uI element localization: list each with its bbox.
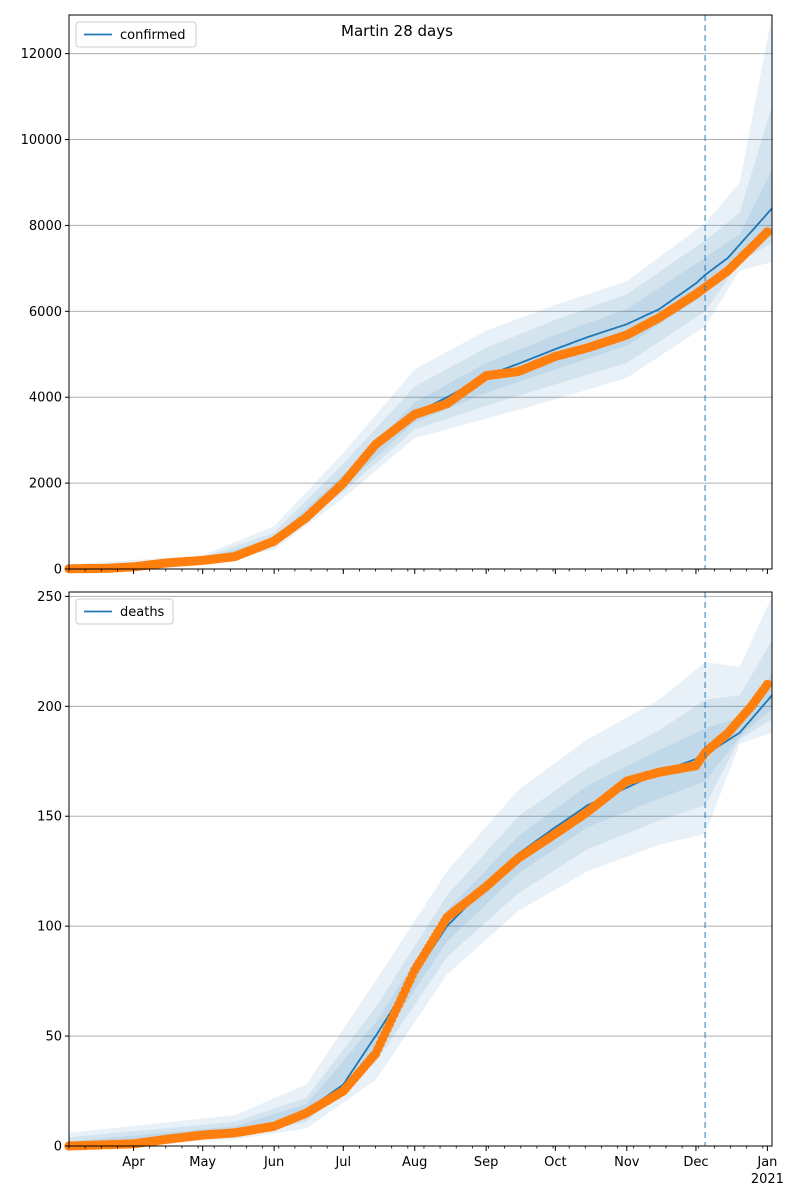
deaths-axes-frame <box>68 591 773 1147</box>
month-tick-label: Jan <box>756 1155 777 1170</box>
month-tick-label: Aug <box>402 1155 427 1170</box>
confirmed-ytick-label: 10000 <box>21 133 62 148</box>
confirmed-ytick-label: 4000 <box>29 391 62 406</box>
confirmed-ytick-label: 12000 <box>21 47 62 62</box>
month-tick-label: May <box>189 1155 216 1170</box>
deaths-legend-box <box>75 598 174 625</box>
confirmed-observed-point <box>762 227 773 237</box>
confirmed-legend-label: confirmed <box>120 28 186 43</box>
confirmed-panel: 0 2000 4000 6000 8000 10000 12000 confirmed <box>21 14 773 578</box>
deaths-ytick-label: 0 <box>54 1140 62 1155</box>
deaths-panel: 0 50 100 150 200 250 Apr May Jun Jul Aug Sep Oct Nov D… <box>37 590 784 1187</box>
confirmed-ytick-label: 2000 <box>29 477 62 492</box>
deaths-legend-label: deaths <box>120 605 165 620</box>
deaths-ytick-label: 200 <box>37 700 62 715</box>
month-tick-label: Jun <box>263 1155 284 1170</box>
confirmed-ytick-label: 8000 <box>29 219 62 234</box>
month-tick-label: Dec <box>683 1155 708 1170</box>
year-tick-label: 2021 <box>751 1172 784 1187</box>
deaths-observed-point <box>762 679 773 689</box>
deaths-ytick-label: 50 <box>45 1030 62 1045</box>
deaths-ytick-label: 250 <box>37 590 62 605</box>
month-tick-label: Jul <box>334 1155 351 1170</box>
confirmed-band-middle-forecast <box>705 105 772 312</box>
confirmed-axes-frame <box>68 14 773 570</box>
confirmed-ytick-label: 6000 <box>29 305 62 320</box>
deaths-band-middle-fit <box>69 699 706 1146</box>
month-tick-label: Sep <box>474 1155 499 1170</box>
month-tick-label: Nov <box>614 1155 640 1170</box>
confirmed-legend-box <box>75 21 197 48</box>
deaths-band-outer-fit <box>69 662 706 1146</box>
month-tick-label: Oct <box>544 1155 566 1170</box>
confirmed-band-outer-fit <box>69 223 706 570</box>
figure-title: Martin 28 days <box>341 22 453 40</box>
deaths-ytick-label: 100 <box>37 920 62 935</box>
confirmed-ytick-label: 0 <box>54 563 62 578</box>
deaths-ytick-label: 150 <box>37 810 62 825</box>
month-tick-label: Apr <box>122 1155 145 1170</box>
